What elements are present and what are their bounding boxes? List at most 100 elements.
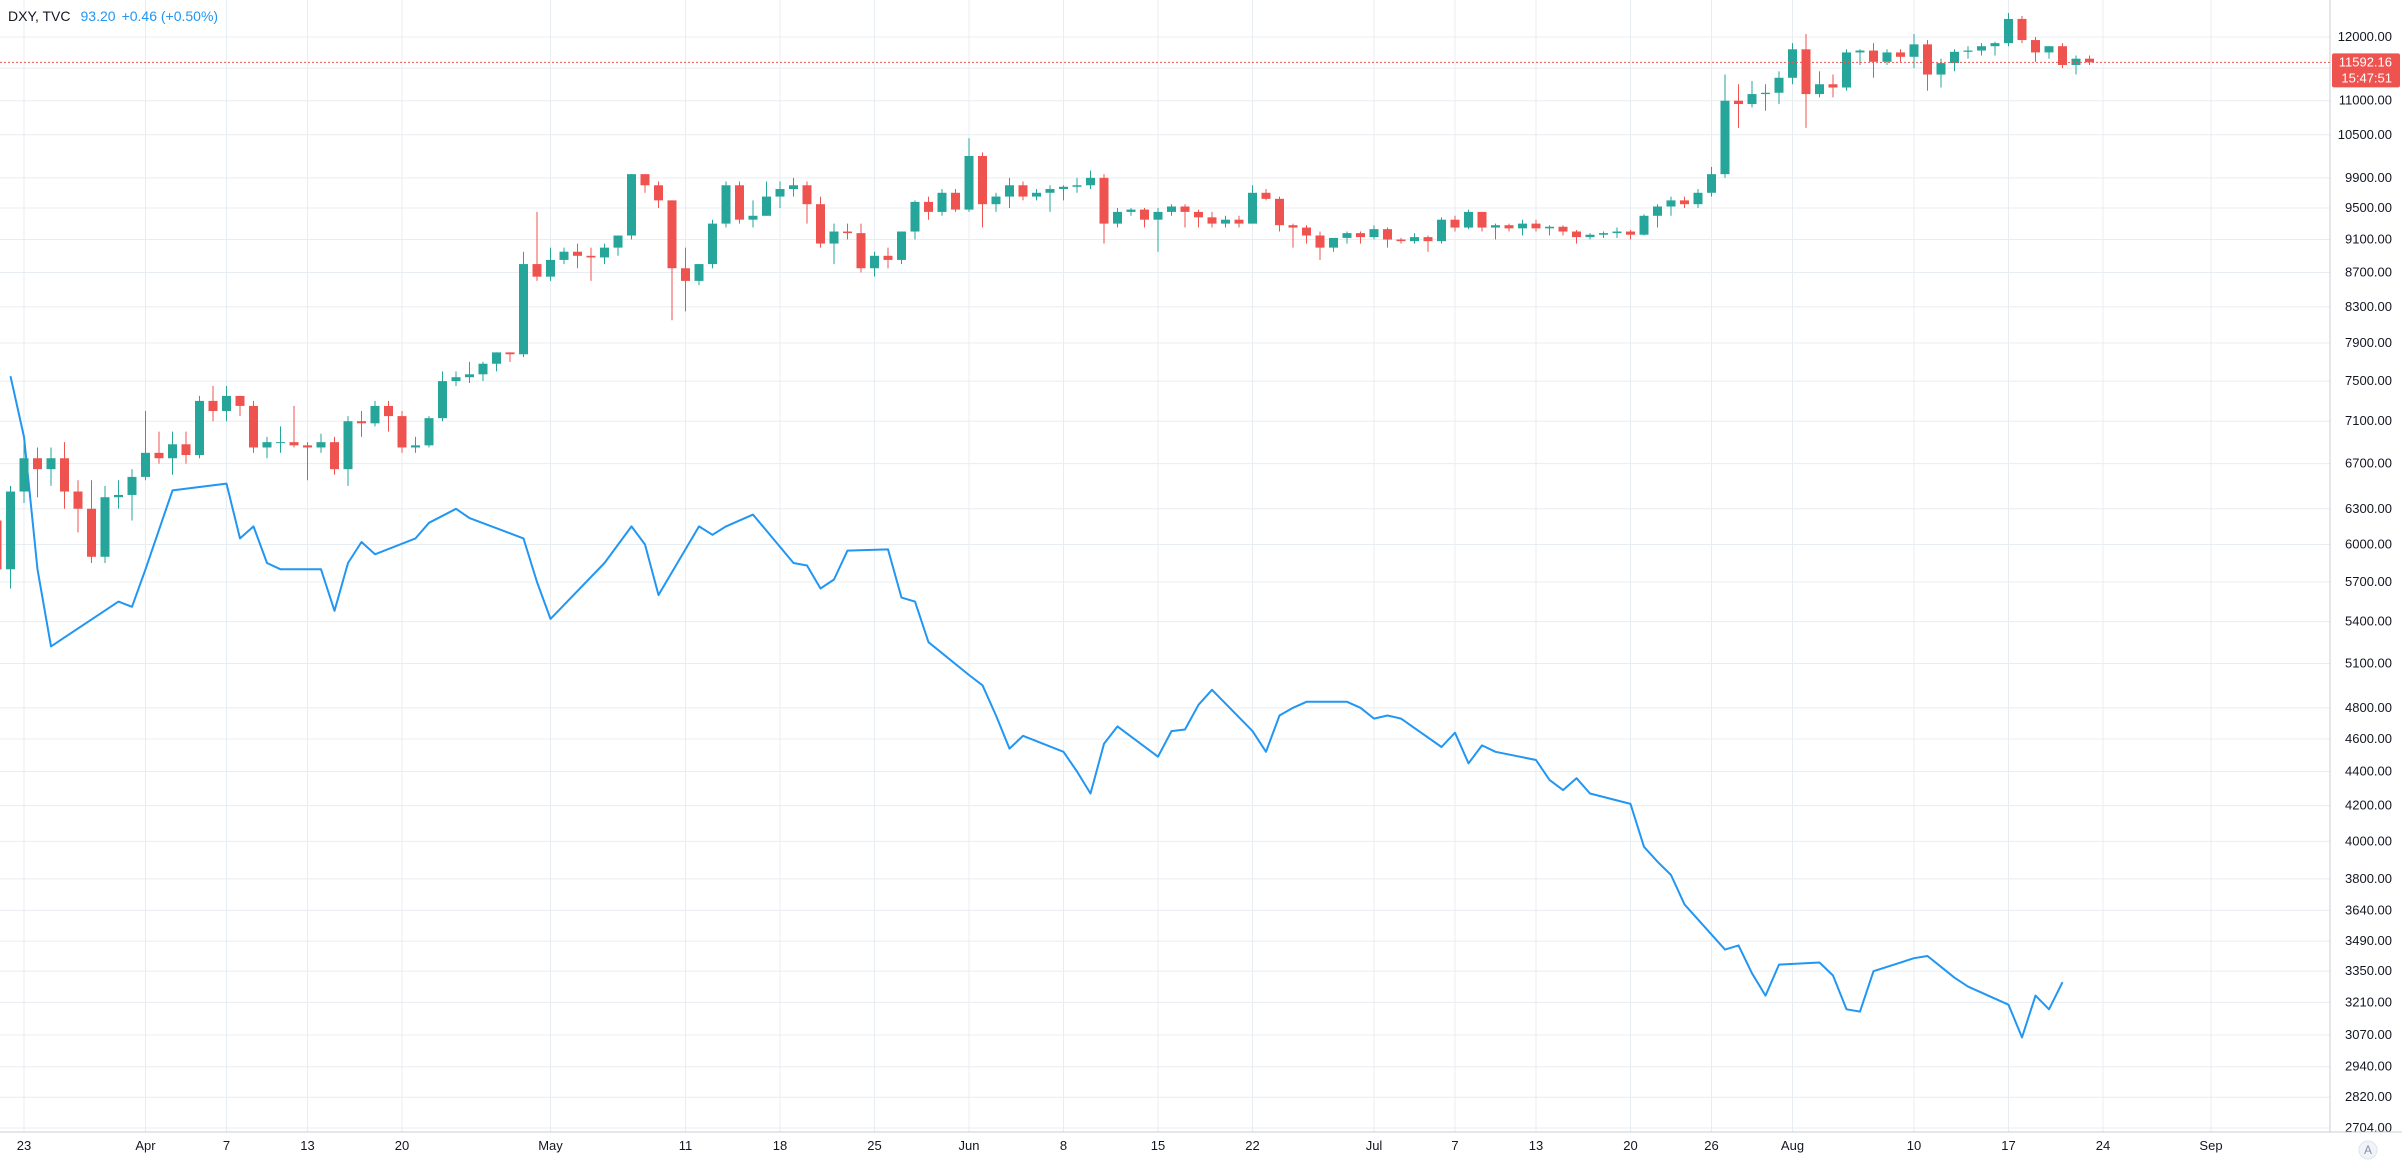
candle-up (1666, 196, 1676, 216)
candle-body (2085, 58, 2094, 63)
candle-body (1747, 94, 1757, 105)
legend-value: 93.20 (80, 8, 116, 24)
x-tick-label: 10 (1907, 1138, 1921, 1153)
candle-body (1734, 100, 1743, 105)
candle-up (1882, 49, 1892, 65)
candle-body (1680, 200, 1689, 205)
candle-up (1342, 231, 1352, 244)
candle-body (262, 442, 272, 448)
candle-body (1491, 225, 1500, 228)
candle-body (1113, 211, 1122, 224)
legend-change: +0.46 (+0.50%) (121, 8, 219, 24)
candle-body (1018, 185, 1028, 197)
candle-body (1707, 174, 1716, 193)
candle-up (1599, 231, 1608, 238)
candle-body (1828, 84, 1838, 88)
candle-body (1599, 233, 1608, 235)
x-tick-label: Apr (135, 1138, 156, 1153)
y-tick-label: 11000.00 (2339, 93, 2392, 108)
y-tick-label: 4000.00 (2345, 833, 2392, 848)
candle-down (1194, 209, 1203, 228)
candle-up (2071, 55, 2081, 75)
candle-body (1788, 49, 1797, 78)
candle-down (1626, 229, 1635, 240)
candle-up (1045, 185, 1055, 212)
candle-body (222, 395, 231, 411)
candle-up (451, 371, 461, 387)
candle-up (613, 235, 623, 256)
candle-up (1585, 233, 1595, 240)
candle-down (802, 181, 812, 224)
candle-body (303, 445, 312, 448)
y-tick-label: 5700.00 (2345, 574, 2392, 589)
candle-body (937, 192, 947, 212)
candle-body (1963, 50, 1973, 52)
x-tick-label: 8 (1060, 1138, 1067, 1153)
candle-body (1437, 219, 1446, 242)
legend: DXY, TVC 93.20 +0.46 (+0.50%) (8, 8, 218, 24)
candle-up (276, 426, 285, 453)
candle-up (1761, 84, 1770, 111)
y-tick-label: 3210.00 (2345, 994, 2392, 1009)
candle-body (343, 421, 353, 470)
candle-body (1612, 231, 1622, 234)
candle-body (789, 185, 798, 190)
candle-body (1531, 223, 1541, 229)
candle-down (640, 174, 650, 193)
y-tick-label: 3350.00 (2345, 963, 2392, 978)
candle-body (1045, 189, 1055, 193)
candle-body (249, 405, 258, 448)
candle-body (1950, 51, 1959, 64)
candle-body (978, 155, 987, 205)
candle-down (1504, 223, 1514, 232)
candle-body (438, 381, 447, 419)
candle-body (384, 405, 393, 417)
candle-up (370, 400, 380, 427)
candle-body (870, 255, 879, 269)
candle-up (762, 181, 771, 216)
candle-down (1558, 225, 1568, 236)
candle-body (1234, 219, 1244, 224)
candle-up (100, 485, 110, 564)
candle-body (559, 251, 569, 260)
candle-body (1099, 177, 1109, 224)
candle-up (1788, 43, 1797, 85)
candle-body (1572, 231, 1581, 238)
candle-body (991, 196, 1001, 205)
candle-down (181, 431, 191, 464)
candle-up (991, 192, 1001, 212)
candle-up (1464, 209, 1473, 230)
y-tick-label: 4400.00 (2345, 764, 2392, 779)
candle-up (1612, 227, 1622, 238)
candle-body (951, 192, 960, 210)
candle-up (910, 200, 920, 240)
candle-body (1558, 226, 1568, 232)
candle-body (357, 421, 366, 424)
candle-body (465, 374, 474, 378)
candle-down (0, 520, 2, 570)
overlay-line-series (9, 375, 2064, 1039)
candlestick-series (0, 12, 2094, 589)
auto-scale-button[interactable]: A (2358, 1140, 2378, 1160)
candle-body (667, 200, 677, 269)
candle-body (573, 251, 582, 256)
candle-body (1464, 211, 1473, 228)
x-tick-label: 15 (1151, 1138, 1165, 1153)
candle-body (208, 400, 218, 411)
y-tick-label: 10500.00 (2338, 127, 2392, 142)
candle-down (843, 223, 852, 240)
candle-up (1167, 204, 1176, 216)
candle-down (235, 395, 245, 417)
candle-up (1653, 204, 1662, 228)
candle-body (1909, 44, 1919, 57)
candle-down (1896, 49, 1905, 62)
candle-body (330, 442, 339, 470)
candle-body (316, 442, 326, 448)
candle-body (19, 458, 29, 492)
y-tick-label: 7100.00 (2345, 413, 2392, 428)
candle-body (1882, 52, 1892, 62)
candle-down (735, 181, 744, 224)
candle-body (1342, 233, 1352, 238)
candle-body (411, 445, 420, 448)
